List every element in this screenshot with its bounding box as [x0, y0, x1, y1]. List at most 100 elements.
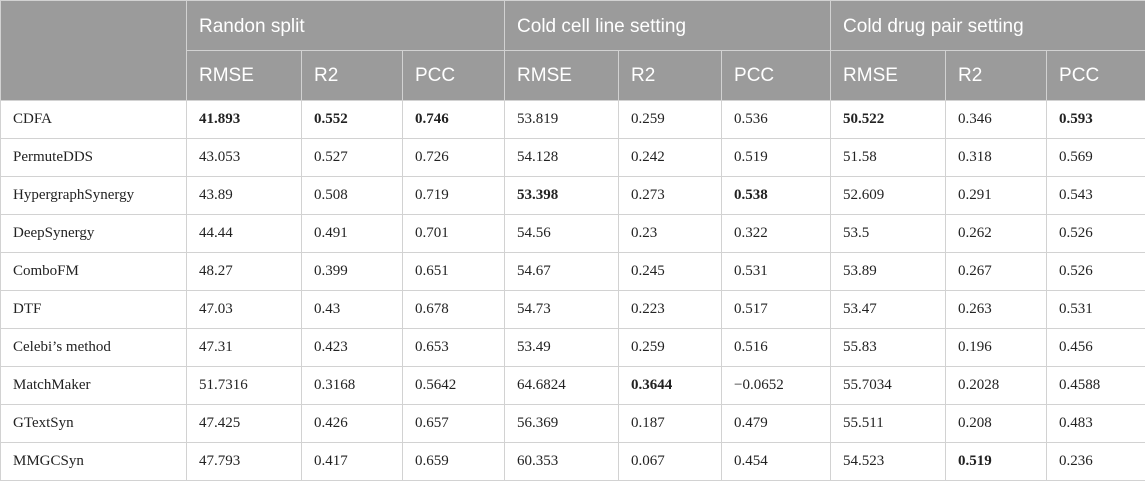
metric-header: RMSE — [504, 50, 620, 101]
value-cell: 0.3168 — [301, 366, 403, 405]
value-cell: 0.417 — [301, 442, 403, 481]
value-cell: 0.569 — [1046, 138, 1145, 177]
value-cell: 0.426 — [301, 404, 403, 443]
method-name-cell: MatchMaker — [0, 366, 187, 405]
value-cell: 0.2028 — [945, 366, 1048, 405]
value-cell: 48.27 — [186, 252, 302, 291]
group-header-cold-cell-line: Cold cell line setting — [504, 0, 832, 51]
value-cell: 0.719 — [401, 176, 506, 215]
value-cell: 0.538 — [721, 176, 832, 215]
metric-header: R2 — [945, 50, 1048, 101]
table-row: DeepSynergy 44.44 0.491 0.701 54.56 0.23 0.322… — [0, 214, 1145, 253]
value-cell: 53.49 — [504, 328, 620, 367]
value-cell: 47.31 — [186, 328, 302, 367]
value-cell: 0.196 — [945, 328, 1048, 367]
value-cell: 54.56 — [504, 214, 620, 253]
value-cell: 0.519 — [721, 138, 832, 177]
value-cell: 0.519 — [945, 442, 1048, 481]
value-cell: 0.726 — [401, 138, 506, 177]
value-cell: 0.653 — [401, 328, 506, 367]
value-cell: 43.053 — [186, 138, 302, 177]
value-cell: 0.4588 — [1046, 366, 1145, 405]
table-row: HypergraphSynergy 43.89 0.508 0.719 53.398 0.… — [0, 176, 1145, 215]
value-cell: 60.353 — [504, 442, 620, 481]
value-cell: 51.7316 — [186, 366, 302, 405]
value-cell: 54.67 — [504, 252, 620, 291]
value-cell: 0.23 — [618, 214, 723, 253]
metric-header: R2 — [618, 50, 723, 101]
metric-header: PCC — [1046, 50, 1145, 101]
value-cell: 55.511 — [830, 404, 947, 443]
group-header-random-split: Randon split — [185, 0, 506, 51]
metric-header-row: RMSE R2 PCC RMSE R2 PCC RMSE R2 PCC — [1, 50, 1145, 101]
value-cell: 0.454 — [721, 442, 832, 481]
value-cell: 0.483 — [1046, 404, 1145, 443]
value-cell: 0.263 — [945, 290, 1048, 329]
value-cell: 0.526 — [1046, 214, 1145, 253]
value-cell: 0.543 — [1046, 176, 1145, 215]
value-cell: 0.479 — [721, 404, 832, 443]
method-name-cell: HypergraphSynergy — [0, 176, 187, 215]
value-cell: 0.527 — [301, 138, 403, 177]
value-cell: 0.259 — [618, 100, 723, 139]
value-cell: 0.701 — [401, 214, 506, 253]
value-cell: 0.508 — [301, 176, 403, 215]
table-body: CDFA 41.893 0.552 0.746 53.819 0.259 0.536 50.5… — [0, 100, 1145, 481]
value-cell: 0.526 — [1046, 252, 1145, 291]
value-cell: 0.242 — [618, 138, 723, 177]
value-cell: 0.5642 — [401, 366, 506, 405]
value-cell: 43.89 — [186, 176, 302, 215]
metric-header: RMSE — [186, 50, 302, 101]
value-cell: 0.262 — [945, 214, 1048, 253]
metric-header: PCC — [721, 50, 832, 101]
value-cell: 53.398 — [504, 176, 620, 215]
method-name-cell: DeepSynergy — [0, 214, 187, 253]
table-row: MMGCSyn 47.793 0.417 0.659 60.353 0.067 0.454 5… — [0, 442, 1145, 481]
value-cell: 54.73 — [504, 290, 620, 329]
value-cell: 0.746 — [401, 100, 506, 139]
method-name-cell: ComboFM — [0, 252, 187, 291]
value-cell: 0.536 — [721, 100, 832, 139]
value-cell: 53.819 — [504, 100, 620, 139]
value-cell: 53.89 — [830, 252, 947, 291]
value-cell: 52.609 — [830, 176, 947, 215]
value-cell: 0.491 — [301, 214, 403, 253]
value-cell: 53.47 — [830, 290, 947, 329]
value-cell: 0.593 — [1046, 100, 1145, 139]
table-row: Celebi’s method 47.31 0.423 0.653 53.49 0.259… — [0, 328, 1145, 367]
value-cell: 0.267 — [945, 252, 1048, 291]
value-cell: 55.7034 — [830, 366, 947, 405]
value-cell: 0.067 — [618, 442, 723, 481]
value-cell: 0.552 — [301, 100, 403, 139]
method-name-cell: Celebi’s method — [0, 328, 187, 367]
table-row: CDFA 41.893 0.552 0.746 53.819 0.259 0.536 50.5… — [0, 100, 1145, 139]
value-cell: 0.43 — [301, 290, 403, 329]
value-cell: 0.659 — [401, 442, 506, 481]
method-name-cell: PermuteDDS — [0, 138, 187, 177]
value-cell: 0.423 — [301, 328, 403, 367]
value-cell: 41.893 — [186, 100, 302, 139]
value-cell: 47.793 — [186, 442, 302, 481]
value-cell: 0.657 — [401, 404, 506, 443]
value-cell: 0.531 — [721, 252, 832, 291]
table-row: GTextSyn 47.425 0.426 0.657 56.369 0.187 0.479… — [0, 404, 1145, 443]
metric-header: PCC — [401, 50, 506, 101]
value-cell: 0.346 — [945, 100, 1048, 139]
value-cell: 0.651 — [401, 252, 506, 291]
value-cell: 56.369 — [504, 404, 620, 443]
method-name-cell: GTextSyn — [0, 404, 187, 443]
value-cell: 55.83 — [830, 328, 947, 367]
table-header: Randon split Cold cell line setting Cold… — [0, 0, 1145, 101]
value-cell: 0.291 — [945, 176, 1048, 215]
value-cell: −0.0652 — [721, 366, 832, 405]
value-cell: 0.3644 — [618, 366, 723, 405]
value-cell: 0.259 — [618, 328, 723, 367]
method-name-cell: DTF — [0, 290, 187, 329]
value-cell: 0.318 — [945, 138, 1048, 177]
value-cell: 0.208 — [945, 404, 1048, 443]
value-cell: 0.245 — [618, 252, 723, 291]
table-row: PermuteDDS 43.053 0.527 0.726 54.128 0.242 0.5… — [0, 138, 1145, 177]
value-cell: 0.399 — [301, 252, 403, 291]
value-cell: 64.6824 — [504, 366, 620, 405]
